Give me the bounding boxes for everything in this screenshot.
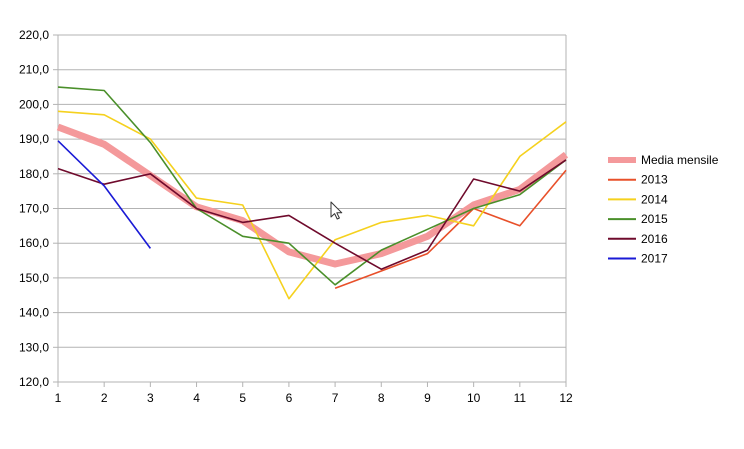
x-axis-tick-labels: 1 2 3 4 5 6 7 8 9 10 11 12	[55, 391, 573, 405]
x-tick-label: 2	[101, 391, 108, 405]
y-tick-label: 200,0	[19, 97, 49, 111]
series-lines	[56, 86, 569, 300]
series-line-2013	[334, 169, 567, 290]
legend-label: 2016	[641, 232, 668, 246]
legend-label: 2014	[641, 192, 668, 206]
y-tick-label: 150,0	[19, 271, 49, 285]
legend-label: Media mensile	[641, 153, 719, 167]
y-tick-label: 180,0	[19, 167, 49, 181]
y-axis-tick-labels: 120,0 130,0 140,0 150,0 160,0 170,0 180,0 190,0…	[19, 28, 49, 389]
x-tick-label: 3	[147, 391, 154, 405]
x-tick-label: 9	[424, 391, 431, 405]
y-tick-label: 130,0	[19, 340, 49, 354]
series-line-2015	[57, 86, 567, 286]
gridlines	[58, 34, 566, 383]
y-tick-label: 140,0	[19, 306, 49, 320]
y-tick-label: 120,0	[19, 375, 49, 389]
axes	[53, 34, 567, 387]
x-tick-label: 1	[55, 391, 62, 405]
mouse-pointer-icon	[330, 201, 343, 220]
y-tick-label: 190,0	[19, 132, 49, 146]
x-tick-label: 11	[514, 391, 527, 405]
x-tick-label: 5	[239, 391, 246, 405]
x-tick-label: 12	[559, 391, 573, 405]
legend-label: 2013	[641, 173, 668, 187]
x-tick-label: 6	[286, 391, 293, 405]
y-tick-label: 170,0	[19, 202, 49, 216]
series-line-2017	[57, 140, 152, 249]
series-line-media-mensile	[56, 123, 569, 268]
x-tick-label: 8	[378, 391, 385, 405]
x-tick-label: 7	[332, 391, 339, 405]
x-tick-label: 10	[467, 391, 481, 405]
y-tick-label: 210,0	[19, 63, 49, 77]
legend: Media mensile 2013 2014 2015 2016 2017	[608, 153, 719, 266]
y-tick-label: 220,0	[19, 28, 49, 42]
series-line-2016	[57, 159, 567, 271]
y-tick-label: 160,0	[19, 236, 49, 250]
x-tick-label: 4	[193, 391, 200, 405]
legend-label: 2017	[641, 252, 668, 266]
legend-label: 2015	[641, 212, 668, 226]
